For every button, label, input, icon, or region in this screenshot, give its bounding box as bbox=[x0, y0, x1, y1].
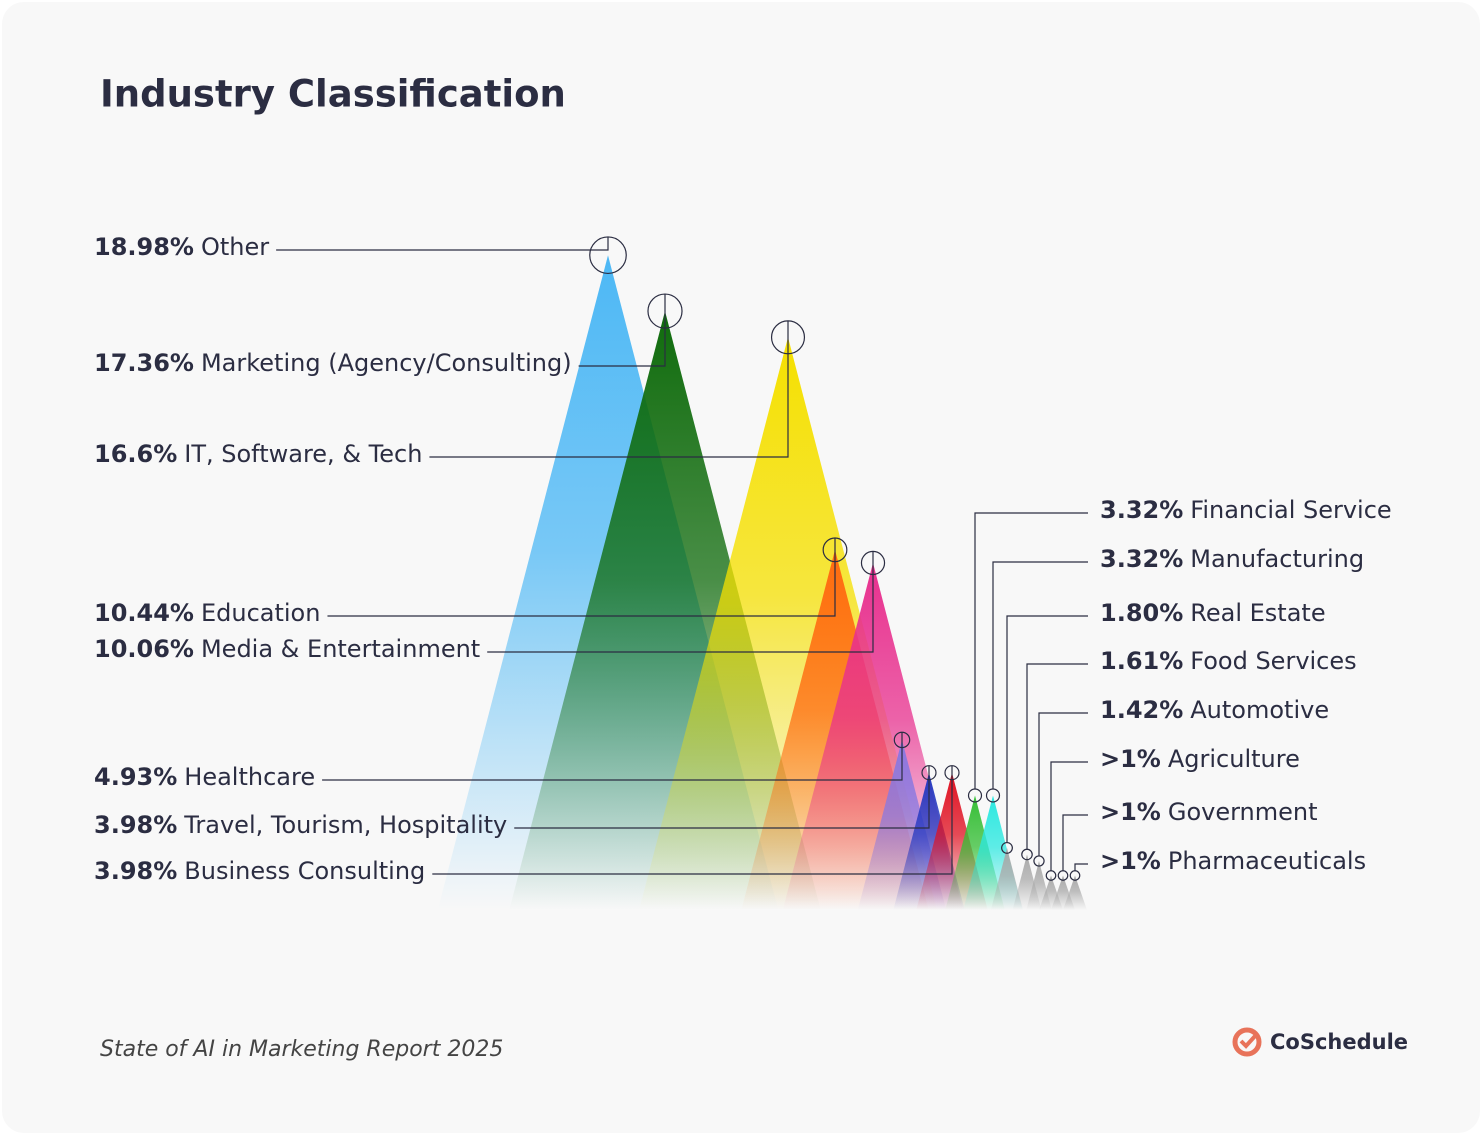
leader-line bbox=[276, 236, 609, 251]
value-label: >1% bbox=[1100, 745, 1161, 773]
leader-line bbox=[1062, 814, 1088, 871]
category-label: 10.44% Education bbox=[94, 599, 320, 627]
category-label: 1.61% Food Services bbox=[1100, 647, 1357, 675]
leader-line bbox=[1026, 663, 1088, 850]
category-name: Business Consulting bbox=[184, 857, 425, 885]
category-label: 1.42% Automotive bbox=[1100, 696, 1329, 724]
source: State of AI in Marketing Report 2025 bbox=[100, 1037, 503, 1062]
leader-line bbox=[432, 765, 953, 875]
category-label: 3.98% Travel, Tourism, Hospitality bbox=[94, 811, 507, 839]
peak bbox=[990, 847, 1024, 910]
value-label: 16.6% bbox=[94, 440, 177, 468]
category-label: >1% Agriculture bbox=[1100, 745, 1300, 773]
leader-line bbox=[1006, 615, 1088, 843]
value-label: >1% bbox=[1100, 847, 1161, 875]
category-label: 4.93% Healthcare bbox=[94, 763, 315, 791]
apex-marker bbox=[1001, 841, 1013, 854]
category-name: Marketing (Agency/Consulting) bbox=[201, 349, 572, 377]
category-label: 1.80% Real Estate bbox=[1100, 599, 1326, 627]
value-label: 3.98% bbox=[94, 857, 177, 885]
value-label: 10.44% bbox=[94, 599, 194, 627]
category-label: >1% Government bbox=[1100, 798, 1318, 826]
apex-marker bbox=[967, 788, 983, 803]
value-label: 4.93% bbox=[94, 763, 177, 791]
category-name: Manufacturing bbox=[1190, 545, 1364, 573]
category-name: Healthcare bbox=[184, 763, 315, 791]
category-name: Automotive bbox=[1190, 696, 1329, 724]
value-label: 18.98% bbox=[94, 233, 194, 261]
category-label: 3.32% Manufacturing bbox=[1100, 545, 1364, 573]
leader-line bbox=[514, 765, 930, 829]
leader-line bbox=[322, 732, 903, 781]
value-label: 1.42% bbox=[1100, 696, 1183, 724]
category-label: 3.98% Business Consulting bbox=[94, 857, 425, 885]
leader-line bbox=[578, 294, 666, 367]
category-name: Travel, Tourism, Hospitality bbox=[183, 811, 507, 839]
category-name: Media & Entertainment bbox=[201, 635, 480, 663]
leader-line bbox=[429, 320, 789, 458]
leader-line bbox=[1074, 863, 1088, 871]
leader-line bbox=[327, 537, 836, 617]
value-label: 17.36% bbox=[94, 349, 194, 377]
category-name: Pharmaceuticals bbox=[1168, 847, 1366, 875]
peak bbox=[1063, 875, 1087, 910]
category-label: 3.32% Financial Service bbox=[1100, 496, 1392, 524]
category-name: Financial Service bbox=[1190, 496, 1391, 524]
leader-line bbox=[1050, 761, 1088, 871]
category-name: Real Estate bbox=[1190, 599, 1325, 627]
category-name: Food Services bbox=[1190, 647, 1356, 675]
category-label: 16.6% IT, Software, & Tech bbox=[94, 440, 422, 468]
leader-line bbox=[1038, 712, 1088, 856]
category-label: 10.06% Media & Entertainment bbox=[94, 635, 480, 663]
brand-logo bbox=[1232, 1027, 1262, 1057]
leader-line bbox=[487, 551, 874, 653]
category-name: Education bbox=[201, 599, 320, 627]
brand: CoSchedule bbox=[1270, 1030, 1408, 1054]
category-label: >1% Pharmaceuticals bbox=[1100, 847, 1366, 875]
leader-line bbox=[992, 561, 1088, 789]
category-name: Other bbox=[201, 233, 269, 261]
labels: 18.98% Other 17.36% Marketing (Agency/Consu… bbox=[94, 233, 1392, 885]
apex-marker bbox=[985, 788, 1001, 803]
value-label: 3.98% bbox=[94, 811, 177, 839]
category-name: Government bbox=[1168, 798, 1318, 826]
value-label: 3.32% bbox=[1100, 496, 1183, 524]
category-label: 17.36% Marketing (Agency/Consulting) bbox=[94, 349, 572, 377]
category-label: 18.98% Other bbox=[94, 233, 269, 261]
category-name: IT, Software, & Tech bbox=[184, 440, 422, 468]
value-label: 3.32% bbox=[1100, 545, 1183, 573]
chart-title: Industry Classification bbox=[100, 73, 566, 116]
value-label: >1% bbox=[1100, 798, 1161, 826]
value-label: 10.06% bbox=[94, 635, 194, 663]
value-label: 1.80% bbox=[1100, 599, 1183, 627]
value-label: 1.61% bbox=[1100, 647, 1183, 675]
category-name: Agriculture bbox=[1168, 745, 1300, 773]
leader-line bbox=[974, 512, 1088, 789]
